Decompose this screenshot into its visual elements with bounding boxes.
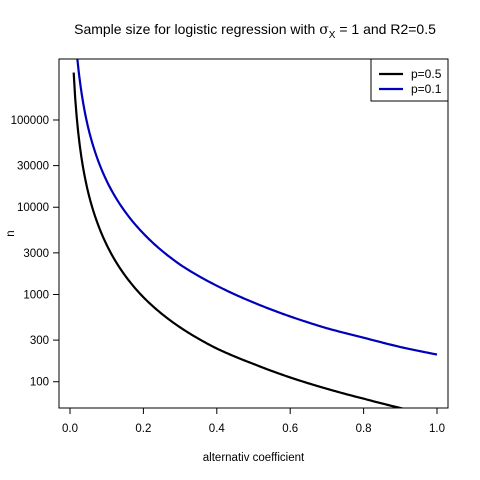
series-line-1: [72, 72, 406, 408]
legend: p=0.5p=0.1: [370, 58, 449, 102]
series-layer: [72, 59, 438, 408]
series-line-2: [76, 59, 438, 356]
x-tick-label: 0.0: [62, 423, 78, 435]
y-tick-label: 30000: [17, 161, 49, 173]
legend-label-1: p=0.5: [411, 67, 442, 81]
chart-title-sigma: σ: [319, 22, 329, 38]
x-tick-label: 0.8: [356, 423, 372, 435]
x-tick-label: 0.4: [209, 423, 226, 435]
legend-box: [370, 58, 449, 102]
chart-title-suffix: = 1 and R2=0.5: [335, 21, 436, 37]
x-tick-label: 0.2: [135, 423, 151, 435]
x-axis-label: alternativ coefficient: [203, 452, 305, 464]
y-tick-label: 1000: [23, 289, 49, 301]
plot-frame: [58, 58, 449, 409]
y-tick-label: 10000: [17, 202, 49, 214]
legend-label-2: p=0.1: [411, 82, 442, 96]
x-tick-label: 0.6: [282, 423, 298, 435]
y-tick-label: 3000: [23, 248, 49, 260]
y-axis-label: n: [5, 230, 17, 236]
x-tick-label: 1.0: [429, 423, 445, 435]
y-tick-label: 100: [30, 377, 49, 389]
chart-title-subscript: X: [329, 30, 336, 41]
chart-title: Sample size for logistic regression with…: [74, 21, 436, 41]
y-tick-label: 300: [30, 335, 49, 347]
y-tick-label: 100000: [11, 115, 49, 127]
chart-title-prefix: Sample size for logistic regression with: [74, 21, 319, 37]
